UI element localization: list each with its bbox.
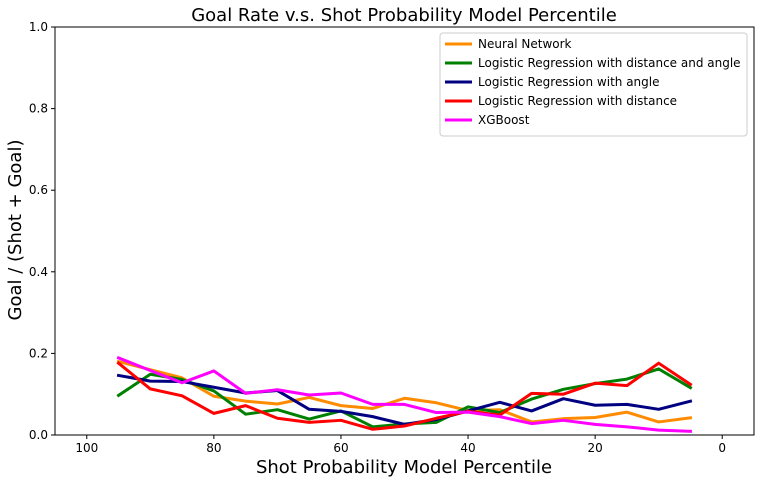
plot-frame (54, 26, 755, 436)
y-tick-label: 0.0 (29, 428, 48, 442)
legend-label-4: XGBoost (478, 113, 530, 127)
series-line-0 (116, 359, 693, 424)
x-axis-label: Shot Probability Model Percentile (256, 457, 552, 478)
legend-label-0: Neural Network (478, 37, 572, 51)
legend-box (439, 32, 748, 137)
x-tick-label: 100 (75, 441, 98, 455)
y-tick-label: 0.8 (29, 102, 48, 116)
series-line-4 (116, 355, 693, 433)
y-tick-label: 0.6 (29, 183, 48, 197)
y-tick-label: 0.2 (29, 346, 48, 360)
y-axis-label: Goal / (Shot + Goal) (5, 140, 26, 321)
series-line-2 (116, 373, 693, 426)
x-tick-label: 60 (333, 441, 348, 455)
x-tick-label: 40 (460, 441, 475, 455)
x-tick-label: 80 (206, 441, 221, 455)
legend: Neural Network Logistic Regression with d… (439, 32, 748, 137)
y-tick-label: 1.0 (29, 20, 48, 34)
series-line-3 (116, 361, 693, 431)
y-tick-label: 0.4 (29, 265, 48, 279)
chart-title: Goal Rate v.s. Shot Probability Model Pe… (191, 5, 617, 26)
x-tick-label: 0 (718, 441, 726, 455)
x-tick-label: 20 (587, 441, 602, 455)
legend-label-2: Logistic Regression with angle (478, 75, 660, 89)
plot-area: 100 80 60 40 20 0 0.0 0.2 0.4 0.6 0.8 1.0 (29, 20, 755, 455)
legend-label-1: Logistic Regression with distance and an… (478, 56, 741, 70)
legend-label-3: Logistic Regression with distance (478, 94, 677, 108)
